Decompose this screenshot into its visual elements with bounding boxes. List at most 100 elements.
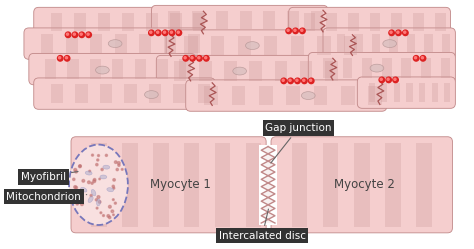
Circle shape (170, 31, 173, 33)
Bar (421, 58, 431, 78)
Circle shape (288, 78, 293, 84)
Circle shape (393, 77, 398, 83)
Circle shape (177, 31, 179, 33)
Circle shape (90, 194, 92, 197)
Bar (51, 13, 63, 31)
FancyBboxPatch shape (71, 137, 266, 233)
Circle shape (91, 154, 93, 156)
Bar (286, 86, 300, 105)
Ellipse shape (91, 189, 96, 196)
Bar (343, 58, 352, 78)
Circle shape (184, 57, 186, 59)
Bar (188, 34, 201, 54)
Bar (368, 83, 375, 102)
Circle shape (176, 30, 182, 36)
Circle shape (111, 210, 114, 213)
Bar (198, 84, 210, 103)
Bar (65, 34, 78, 54)
FancyBboxPatch shape (289, 7, 450, 37)
Bar (264, 36, 277, 55)
Circle shape (76, 203, 78, 205)
Circle shape (155, 30, 161, 36)
FancyBboxPatch shape (151, 5, 328, 35)
Ellipse shape (145, 91, 158, 99)
Ellipse shape (383, 40, 397, 48)
Circle shape (118, 162, 120, 164)
Circle shape (415, 57, 417, 59)
Bar (323, 143, 338, 227)
Circle shape (286, 28, 292, 34)
Bar (413, 13, 424, 31)
Circle shape (101, 168, 103, 171)
Circle shape (75, 171, 77, 173)
Circle shape (301, 29, 303, 31)
Circle shape (294, 29, 296, 31)
Bar (184, 143, 200, 227)
Circle shape (112, 199, 114, 200)
Ellipse shape (81, 187, 87, 192)
Circle shape (96, 163, 98, 166)
Bar (341, 86, 355, 105)
Circle shape (72, 32, 78, 38)
Bar (264, 11, 275, 29)
Bar (431, 83, 438, 102)
Bar (249, 61, 262, 81)
Bar (215, 143, 230, 227)
Bar (287, 11, 299, 29)
Bar (291, 36, 304, 55)
Bar (444, 83, 450, 102)
Circle shape (389, 30, 394, 36)
Bar (259, 145, 277, 225)
Bar (368, 86, 382, 105)
Circle shape (109, 216, 111, 219)
Ellipse shape (88, 196, 93, 202)
Circle shape (310, 79, 312, 81)
Circle shape (289, 79, 291, 81)
Circle shape (86, 32, 91, 38)
Circle shape (169, 30, 175, 36)
Circle shape (100, 212, 102, 214)
Circle shape (394, 78, 396, 80)
Circle shape (74, 186, 77, 188)
Ellipse shape (301, 92, 315, 100)
Bar (394, 83, 400, 102)
Bar (382, 58, 392, 78)
Circle shape (121, 169, 123, 170)
Circle shape (75, 186, 78, 189)
FancyBboxPatch shape (323, 28, 456, 59)
Bar (370, 13, 381, 31)
Circle shape (66, 33, 69, 35)
Circle shape (91, 182, 93, 184)
Bar (41, 34, 54, 54)
Circle shape (303, 79, 305, 81)
Circle shape (396, 30, 401, 36)
Bar (164, 34, 176, 54)
FancyBboxPatch shape (29, 54, 196, 85)
Circle shape (380, 78, 383, 80)
Circle shape (98, 201, 101, 203)
Ellipse shape (100, 175, 107, 179)
Bar (354, 143, 370, 227)
Bar (211, 36, 224, 55)
Circle shape (97, 159, 99, 161)
Bar (392, 13, 402, 31)
Bar (292, 143, 307, 227)
Circle shape (79, 165, 82, 167)
Bar (424, 34, 433, 54)
Circle shape (59, 57, 61, 59)
Bar (326, 13, 337, 31)
Circle shape (107, 215, 109, 217)
Bar (406, 83, 413, 102)
Circle shape (309, 78, 314, 84)
Circle shape (163, 30, 168, 36)
Circle shape (114, 202, 117, 204)
Bar (344, 36, 357, 55)
Bar (385, 143, 401, 227)
Bar (173, 84, 186, 103)
Circle shape (183, 56, 189, 61)
Circle shape (287, 29, 289, 31)
Bar (100, 84, 112, 103)
Circle shape (105, 154, 108, 156)
Circle shape (156, 31, 159, 33)
Circle shape (386, 77, 392, 83)
